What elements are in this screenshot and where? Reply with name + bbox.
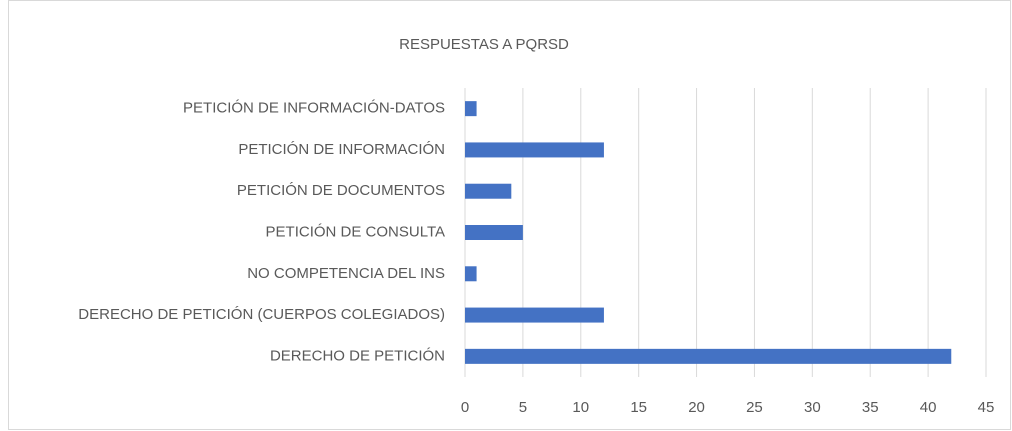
bar — [465, 183, 512, 199]
y-tick-label: PETICIÓN DE DOCUMENTOS — [237, 182, 445, 199]
x-tick-label: 25 — [746, 399, 763, 416]
x-tick-label: 30 — [804, 399, 821, 416]
bar — [465, 101, 477, 117]
bar — [465, 266, 477, 282]
y-tick-label: PETICIÓN DE INFORMACIÓN-DATOS — [183, 100, 445, 117]
x-tick-label: 20 — [688, 399, 705, 416]
x-tick-label: 10 — [572, 399, 589, 416]
x-tick-label: 40 — [920, 399, 937, 416]
chart-border — [8, 0, 1011, 430]
y-tick-label: PETICIÓN DE CONSULTA — [266, 223, 445, 240]
bar — [465, 142, 604, 158]
x-tick-label: 0 — [461, 399, 469, 416]
x-tick-label: 15 — [630, 399, 647, 416]
bar — [465, 307, 604, 323]
bar — [465, 348, 952, 364]
bar — [465, 225, 523, 240]
y-tick-label: DERECHO DE PETICIÓN (CUERPOS COLEGIADOS) — [78, 306, 445, 323]
x-tick-label: 35 — [862, 399, 879, 416]
y-tick-label: PETICIÓN DE INFORMACIÓN — [238, 141, 445, 158]
x-tick-label: 45 — [978, 399, 995, 416]
x-tick-label: 5 — [519, 399, 527, 416]
y-tick-label: DERECHO DE PETICIÓN — [270, 347, 445, 364]
chart-title: RESPUESTAS A PQRSD — [399, 36, 569, 53]
y-tick-label: NO COMPETENCIA DEL INS — [247, 265, 445, 282]
